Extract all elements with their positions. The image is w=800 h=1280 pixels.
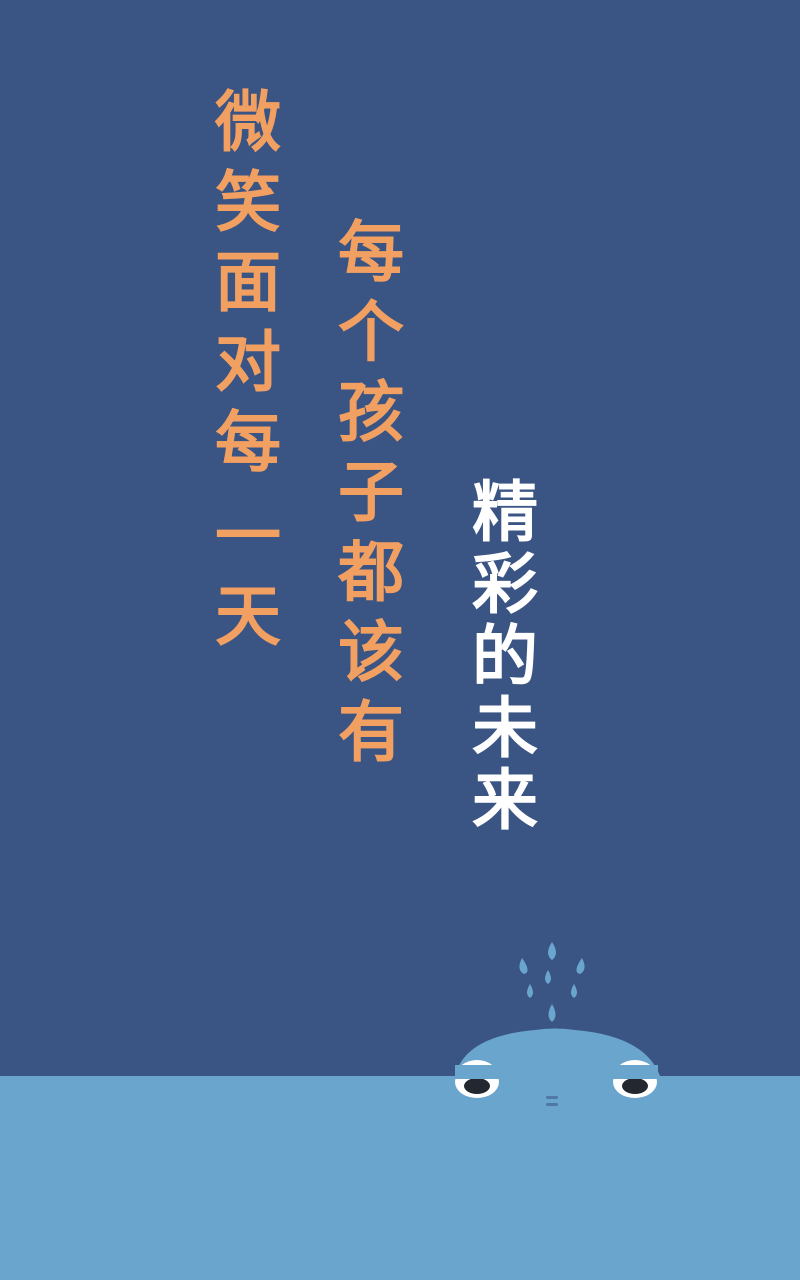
slogan-line-2: 每 个 孩 子 都 该 有 — [336, 220, 406, 780]
slogan-char: 对 — [215, 324, 281, 401]
slogan-line-3: 精 彩 的 未 来 — [470, 480, 540, 840]
slogan-char: 的 — [472, 618, 538, 695]
whale-illustration — [0, 942, 800, 1280]
slogan-char: 每 — [215, 404, 281, 481]
slogan-char: 未 — [472, 690, 538, 767]
slogan-char: 有 — [338, 694, 404, 771]
slogan-char: 一 — [215, 498, 281, 575]
slogan-char: 笑 — [215, 164, 281, 241]
slogan-char: 该 — [338, 614, 404, 691]
slogan-char: 来 — [472, 762, 538, 839]
slogan-char: 都 — [338, 534, 404, 611]
slogan-char: 精 — [472, 474, 538, 551]
whale-body — [455, 1028, 660, 1076]
slogan-char: 天 — [215, 578, 281, 655]
slogan-char: 面 — [215, 244, 281, 321]
slogan-char: 个 — [338, 294, 404, 371]
water-surface — [0, 1076, 800, 1280]
night-sky-background — [0, 0, 800, 1076]
slogan-char: 彩 — [472, 546, 538, 623]
slogan-char: 每 — [338, 214, 404, 291]
slogan-char: 子 — [338, 454, 404, 531]
slogan-char: 孩 — [338, 374, 404, 451]
water-spout-icon — [519, 942, 585, 1022]
slogan-char: 微 — [215, 84, 281, 161]
slogan-line-1: 微 笑 面 对 每 一 天 — [213, 90, 283, 664]
mouth-icon — [546, 1096, 558, 1106]
